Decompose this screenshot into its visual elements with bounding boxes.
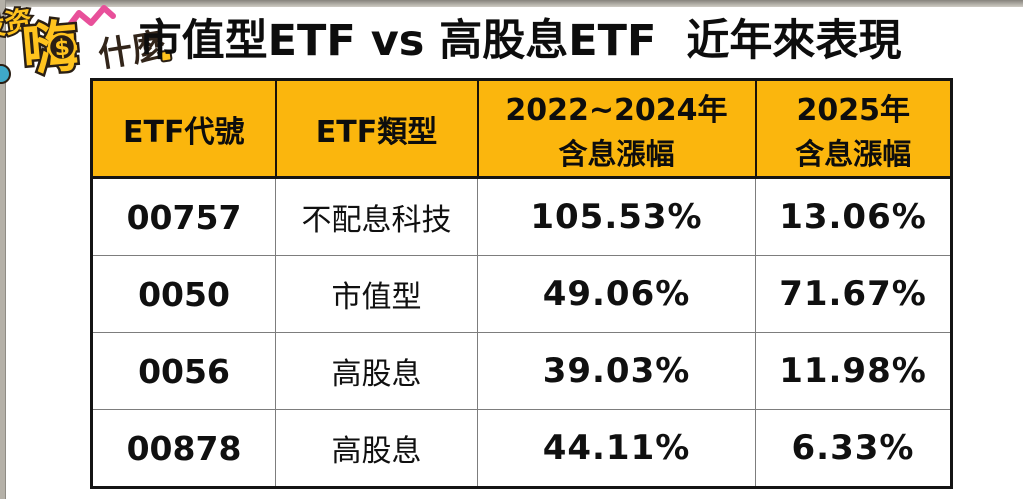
page-title: 市值型ETF vs 高股息ETF 近年來表現 [138, 16, 902, 66]
frame-top-edge [0, 0, 1023, 7]
etf-code-cell: 0056 [91, 332, 276, 410]
logo-dollar-badge: $ [47, 32, 77, 62]
return-2025-cell: 11.98% [755, 332, 952, 410]
column-header-etf-type: ETF類型 [274, 78, 479, 179]
return-2022-2024-cell: 44.11% [477, 409, 756, 488]
header-line1: 2025年 [796, 92, 911, 128]
table-header: ETF代號 ETF類型 2022~2024年 含息漲幅 2025年 含息漲幅 [90, 78, 953, 179]
table-row: 00757 不配息科技 105.53% 13.06% [91, 177, 952, 256]
etf-comparison-table: ETF代號 ETF類型 2022~2024年 含息漲幅 2025年 含息漲幅 0… [90, 78, 953, 489]
header-line1: 2022~2024年 [505, 92, 728, 128]
header-row: ETF代號 ETF類型 2022~2024年 含息漲幅 2025年 含息漲幅 [90, 78, 953, 179]
show-logo-art: 投资 嗨 $ 什麼 [0, 3, 173, 86]
column-header-etf-code: ETF代號 [90, 78, 277, 179]
logo-tagline: 投资 [0, 5, 34, 43]
return-2025-cell: 6.33% [755, 409, 952, 488]
frame-left-edge [0, 0, 6, 499]
table-row: 00878 高股息 44.11% 6.33% [91, 409, 952, 488]
table-row: 0056 高股息 39.03% 11.98% [91, 332, 952, 410]
column-header-return-2025: 2025年 含息漲幅 [754, 78, 953, 179]
etf-type-cell: 市值型 [275, 255, 478, 333]
return-2022-2024-cell: 105.53% [477, 177, 756, 256]
table-body: 00757 不配息科技 105.53% 13.06% 0050 市值型 49.0… [91, 177, 952, 488]
zigzag-arrow-icon [63, 5, 116, 33]
show-logo: 投资 嗨 $ 什麼 [0, 3, 180, 86]
etf-type-cell: 高股息 [275, 409, 478, 488]
etf-type-cell: 高股息 [275, 332, 478, 410]
header-line2: 含息漲幅 [795, 138, 912, 171]
column-header-return-2022-2024: 2022~2024年 含息漲幅 [476, 78, 757, 179]
header-line2: 含息漲幅 [558, 138, 675, 171]
logo-dot-icon [159, 49, 173, 63]
teal-coin-icon [0, 64, 11, 84]
etf-code-cell: 00757 [91, 177, 276, 256]
return-2022-2024-cell: 49.06% [477, 255, 756, 333]
return-2022-2024-cell: 39.03% [477, 332, 756, 410]
table-row: 0050 市值型 49.06% 71.67% [91, 255, 952, 333]
return-2025-cell: 71.67% [755, 255, 952, 333]
etf-code-cell: 00878 [91, 409, 276, 488]
etf-code-cell: 0050 [91, 255, 276, 333]
etf-type-cell: 不配息科技 [275, 177, 478, 256]
return-2025-cell: 13.06% [755, 177, 952, 256]
dollar-sign: $ [53, 35, 70, 61]
